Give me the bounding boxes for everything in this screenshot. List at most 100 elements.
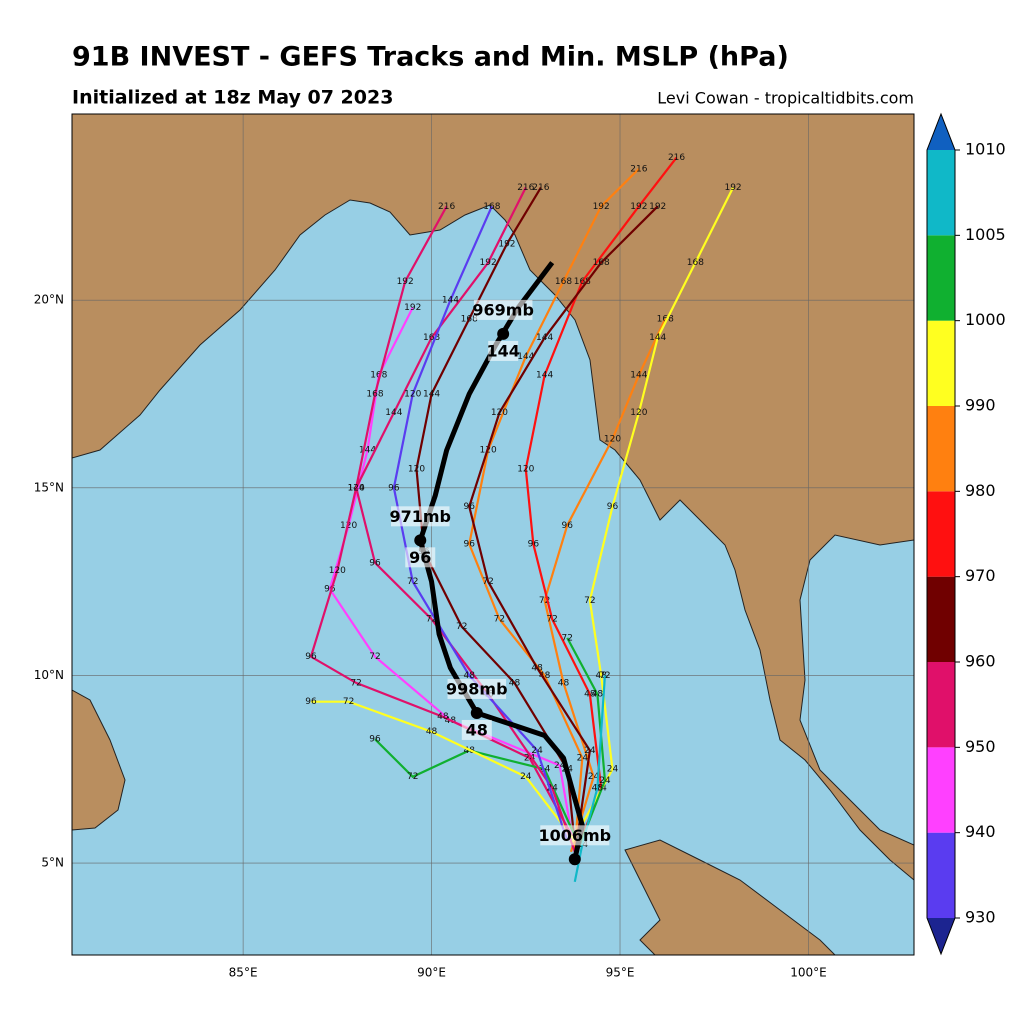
ensemble-track [310,700,576,842]
ensemble-track [392,205,569,841]
hour-label: 72 [562,633,573,643]
label-box [473,299,533,320]
colorbar-label: 1000 [965,310,1006,329]
colorbar-segment [927,576,955,662]
y-tick-label: 20°N [34,293,64,307]
hour-label: 72 [584,596,595,606]
colorbar-segment [927,491,955,577]
y-tick-label: 5°N [41,856,64,870]
hour-label: 216 [517,183,534,193]
hour-label: 120 [491,408,508,418]
hour-label: 24 [554,761,566,771]
hour-label: 144 [536,333,553,343]
hour-label: 48 [509,678,521,688]
hour-label: 72 [350,678,361,688]
hour-label: 120 [348,483,365,493]
hour-label: 72 [407,772,418,782]
colorbar-label: 990 [965,396,996,415]
track-marker [497,327,510,340]
x-tick-label: 90°E [417,966,446,980]
hour-label: 120 [604,434,621,444]
hour-label: 72 [456,622,467,632]
x-tick-label: 85°E [229,966,258,980]
track-marker [414,534,427,547]
hour-label: 144 [442,296,459,306]
hour-label: 144 [359,446,376,456]
hour-label: 192 [630,202,647,212]
hour-label: 24 [577,753,589,763]
hour-label: 216 [438,202,455,212]
data-layer: 2448729612014416819224487296120144168192… [72,114,914,955]
hour-label: 96 [464,540,476,550]
hour-marker-label: 48 [466,720,488,739]
hour-label: 96 [528,540,540,550]
hour-label: 216 [532,183,549,193]
hour-label: 72 [599,671,610,681]
hour-label: 48 [595,671,607,681]
ensemble-track [468,168,640,849]
hour-label: 96 [369,558,381,568]
colorbar-label: 1010 [965,140,1006,159]
hour-label: 24 [607,765,619,775]
hour-label: 24 [539,765,551,775]
label-box [488,340,519,361]
hour-label: 72 [482,577,493,587]
hour-label: 120 [630,408,647,418]
hour-label: 96 [324,585,336,595]
hour-label: 168 [687,258,704,268]
hour-label: 72 [539,596,550,606]
colorbar-label: 940 [965,822,996,841]
label-box [391,506,450,527]
hour-label: 72 [343,697,354,707]
hour-label: 24 [546,784,558,794]
hour-label: 96 [305,652,317,662]
hour-label: 72 [546,615,557,625]
hour-label: 192 [593,202,610,212]
hour-label: 48 [584,690,596,700]
hour-label: 48 [426,727,438,737]
hour-label: 216 [630,164,647,174]
colorbar-segment [927,406,955,492]
label-box [405,547,436,568]
hour-label: 48 [464,671,476,681]
colorbar-segment [927,235,955,321]
label-box [540,825,610,846]
hour-label: 24 [520,772,532,782]
colorbar-segment [927,747,955,833]
hour-label: 120 [517,465,534,475]
hour-label: 144 [536,371,553,381]
ensemble-track [328,307,576,852]
colorbar-label: 970 [965,566,996,585]
sri-lanka [72,689,126,831]
hour-label: 24 [588,772,600,782]
hour-label: 24 [531,746,543,756]
credit: Levi Cowan - tropicaltidbits.com [657,89,914,108]
hour-marker-label: 96 [409,548,431,567]
sumatra [624,839,836,955]
hour-label: 168 [366,389,383,399]
hour-label: 144 [423,389,440,399]
hour-marker-label: 144 [486,341,519,360]
pressure-label: 969mb [472,300,534,319]
hour-label: 48 [558,678,570,688]
hour-label: 192 [724,183,741,193]
subtitle: Initialized at 18z May 07 2023 [72,87,393,109]
pressure-label: 971mb [389,507,451,526]
hour-label: 48 [539,671,551,681]
colorbar-label: 960 [965,652,996,671]
hour-label: 192 [498,239,515,249]
colorbar-extend-high [927,114,955,150]
hour-label: 120 [404,389,421,399]
colorbar-segment [927,150,955,236]
map: 2448729612014416819224487296120144168192… [72,114,914,955]
hour-label: 72 [426,615,437,625]
hour-label: 72 [369,652,380,662]
hour-label: 96 [562,521,574,531]
hour-label: 192 [404,303,421,313]
ensemble-track [570,187,735,845]
hour-label: 168 [423,333,440,343]
hour-label: 192 [480,258,497,268]
hour-label: 216 [668,153,685,163]
hour-label: 96 [388,483,400,493]
pressure-label: 998mb [446,679,508,698]
